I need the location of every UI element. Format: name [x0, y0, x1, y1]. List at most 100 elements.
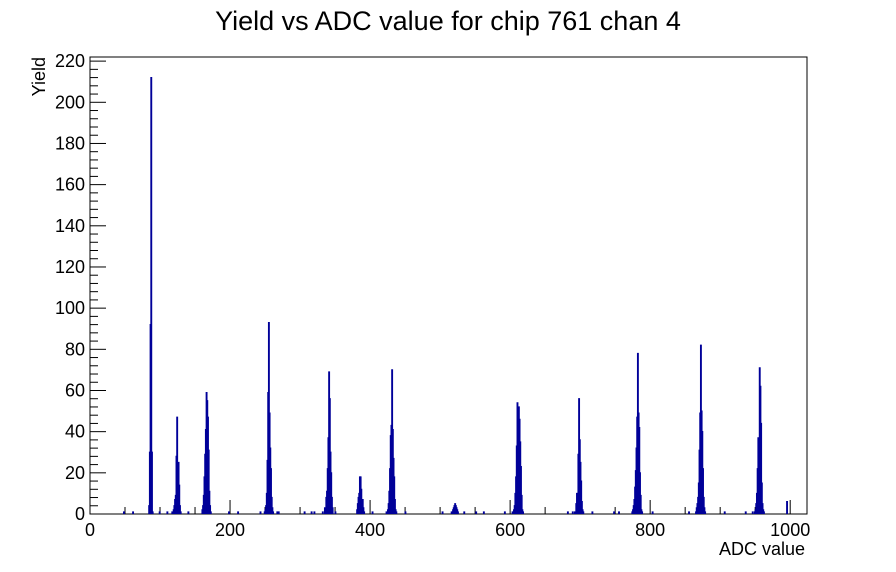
- histogram-bin: [404, 511, 407, 514]
- histogram-bin: [209, 505, 212, 514]
- histogram-bin: [580, 501, 583, 514]
- histogram-bin: [702, 496, 705, 514]
- x-tick-label: 1000: [770, 520, 810, 540]
- histogram-bin: [457, 511, 459, 514]
- histogram-bin: [704, 511, 707, 514]
- y-tick-label: 220: [55, 51, 85, 71]
- histogram-bin: [566, 511, 569, 514]
- histogram-bin: [371, 511, 374, 514]
- histogram-bin: [580, 480, 583, 514]
- histogram-bin: [272, 511, 275, 514]
- y-tick-label: 40: [65, 422, 85, 442]
- histogram-bin: [639, 494, 642, 514]
- histogram-bin: [744, 511, 747, 514]
- histogram-bin: [385, 511, 388, 514]
- x-tick-label: 400: [355, 520, 385, 540]
- histogram-bin: [618, 511, 620, 514]
- histogram-bin: [132, 511, 135, 514]
- y-tick-label: 20: [65, 463, 85, 483]
- histogram-bin: [208, 490, 211, 514]
- histogram-bin: [276, 511, 279, 514]
- histogram-bin: [395, 511, 398, 514]
- histogram-bin: [207, 449, 210, 514]
- histogram-bin: [591, 511, 594, 514]
- histogram-bin: [786, 501, 788, 514]
- histogram-bin: [571, 511, 574, 514]
- plot-frame: [89, 56, 808, 515]
- histogram-bin: [688, 511, 690, 514]
- histogram-bin: [331, 507, 334, 514]
- histogram-bin: [703, 507, 706, 514]
- y-tick-label: 100: [55, 298, 85, 318]
- histogram-bin: [638, 426, 641, 514]
- histogram-bin: [751, 511, 754, 514]
- histogram-bin: [761, 503, 764, 514]
- histogram-bin: [187, 511, 190, 514]
- histogram-bin: [582, 511, 585, 514]
- histogram-bin: [651, 511, 654, 514]
- histogram-bin: [522, 511, 525, 514]
- histogram-bin: [475, 511, 478, 514]
- histogram-bin: [151, 451, 153, 514]
- histogram-bin: [271, 507, 274, 514]
- histogram-bin: [393, 498, 396, 514]
- histogram-bin: [166, 511, 169, 514]
- histogram-bin: [520, 494, 523, 514]
- histogram-bin: [334, 511, 337, 514]
- histogram-bin: [171, 511, 174, 514]
- histogram-bin: [723, 511, 726, 514]
- histogram-bin: [151, 511, 154, 514]
- histogram-bin: [179, 511, 182, 514]
- histogram-bin: [123, 511, 125, 514]
- histogram-bin: [613, 511, 616, 514]
- histogram-bin: [228, 511, 230, 514]
- y-tick-label: 60: [65, 380, 85, 400]
- histogram-bin: [362, 507, 365, 514]
- histogram-bin: [330, 472, 333, 514]
- y-tick-label: 160: [55, 175, 85, 195]
- histogram-bin: [573, 511, 576, 514]
- histogram-bins: [123, 76, 788, 514]
- histogram-bin: [450, 511, 453, 514]
- histogram-bin: [237, 511, 240, 514]
- x-axis-label: ADC value: [719, 539, 805, 559]
- histogram-bin: [270, 496, 273, 514]
- histogram-bin: [511, 511, 514, 514]
- histogram-bin: [702, 468, 704, 514]
- histogram-bin: [259, 511, 262, 514]
- x-tick-label: 600: [495, 520, 525, 540]
- y-tick-label: 120: [55, 257, 85, 277]
- histogram-bin: [641, 511, 644, 514]
- y-tick-label: 200: [55, 92, 85, 112]
- histogram-bin: [463, 511, 466, 514]
- histogram-bin: [179, 505, 181, 514]
- histogram-bin: [393, 476, 396, 514]
- histogram-bin: [158, 511, 161, 514]
- histogram-bin: [150, 76, 153, 514]
- histogram-bin: [270, 468, 272, 514]
- y-tick-label: 180: [55, 133, 85, 153]
- histogram-bin: [178, 484, 181, 514]
- y-axis: 0 20 40 60 80 100 120 140 160 180 200 220: [55, 51, 106, 524]
- y-axis-label: Yield: [29, 57, 49, 96]
- histogram-bin: [441, 511, 444, 514]
- histogram-bin: [330, 496, 333, 514]
- x-tick-label: 0: [85, 520, 95, 540]
- histogram-bin: [209, 511, 212, 514]
- histogram-bin: [313, 511, 316, 514]
- histogram-bin: [503, 511, 506, 514]
- histogram-bin: [361, 498, 364, 514]
- histogram-bin: [760, 482, 763, 514]
- x-tick-label: 800: [635, 520, 665, 540]
- histogram-bin: [310, 511, 313, 514]
- y-tick-label: 80: [65, 339, 85, 359]
- histogram-bin: [303, 511, 306, 514]
- chart-title: Yield vs ADC value for chip 761 chan 4: [215, 6, 681, 36]
- histogram-bin: [482, 511, 485, 514]
- histogram-bin: [323, 507, 326, 514]
- histogram-bin: [639, 472, 641, 514]
- histogram-bin: [277, 511, 280, 514]
- histogram-bin: [760, 422, 763, 514]
- histogram-bin: [321, 511, 324, 514]
